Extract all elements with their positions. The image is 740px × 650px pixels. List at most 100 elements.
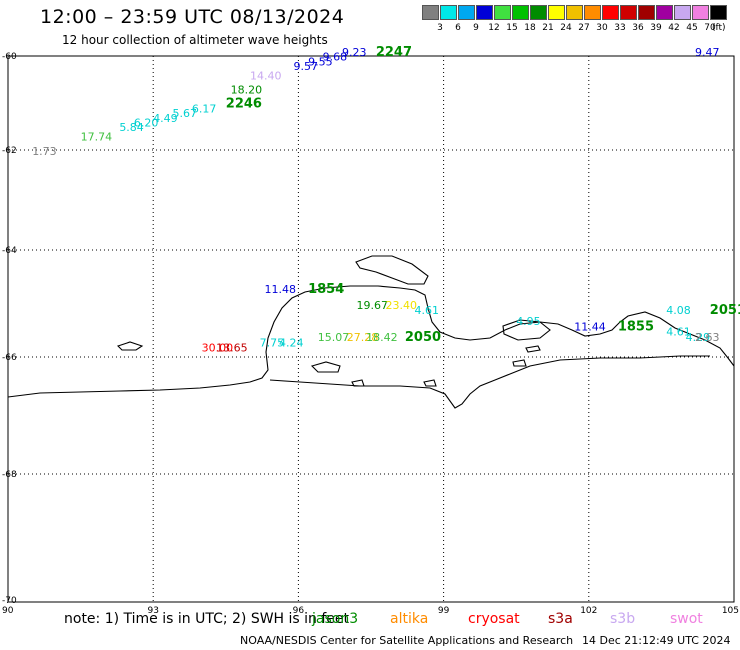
satellite-name-cryosat: cryosat xyxy=(468,611,520,627)
wave-height-value: 5.84 xyxy=(119,121,144,134)
wave-height-value: 4.61 xyxy=(666,326,691,339)
color-scale-label: 21 xyxy=(542,23,554,33)
map-title: 12:00 – 23:59 UTC 08/13/2024 xyxy=(40,6,345,28)
wave-height-value: 9.57 xyxy=(294,60,319,73)
x-tick-label: 102 xyxy=(580,606,597,616)
coastline-shelf xyxy=(269,355,710,409)
satellite-name-altika: altika xyxy=(390,611,429,627)
wave-height-value: 4.08 xyxy=(666,304,691,317)
wave-height-value: 7.75 xyxy=(260,336,285,349)
wave-height-value: 4.24 xyxy=(279,336,304,349)
wave-height-value: 18.20 xyxy=(231,84,263,97)
color-scale-label: 36 xyxy=(632,23,644,33)
antarctic-coastline xyxy=(7,255,735,409)
credit-line: NOAA/NESDIS Center for Satellite Applica… xyxy=(240,634,574,647)
wave-height-value: 9.47 xyxy=(695,46,720,59)
color-scale-label: 33 xyxy=(614,23,626,33)
color-swatch xyxy=(566,5,583,20)
wave-height-value: 27.28 xyxy=(347,331,379,344)
map-subtitle: 12 hour collection of altimeter wave hei… xyxy=(62,33,328,47)
wave-height-value: 1.73 xyxy=(32,145,57,158)
island-4 xyxy=(502,319,551,341)
wave-height-value: 4.61 xyxy=(415,304,440,317)
island-6 xyxy=(512,359,527,367)
y-tick-label: -68 xyxy=(2,470,17,480)
satellite-name-jason3: jason3 xyxy=(312,611,359,627)
wave-height-value: 13.65 xyxy=(216,342,248,355)
satellite-name-s3b: s3b xyxy=(610,611,636,627)
color-swatch xyxy=(458,5,475,20)
y-axis-tick-labels: -60 -62 -64 -66 -68 -70 xyxy=(2,52,17,606)
y-tick-label: -64 xyxy=(2,246,17,256)
pass-time-labels: 2247 2246 1854 2050 1855 2051 xyxy=(226,45,740,345)
color-scale-unit: (ft) xyxy=(712,23,726,33)
wave-height-value: 19.67 xyxy=(356,299,388,312)
wave-height-value: 30.00 xyxy=(202,342,234,355)
color-scale-label: 6 xyxy=(455,23,461,33)
wave-height-value: 11.48 xyxy=(265,283,297,296)
color-swatch xyxy=(530,5,547,20)
color-scale-label: 27 xyxy=(578,23,590,33)
color-scale-label: 45 xyxy=(686,23,698,33)
wave-height-value: 11.44 xyxy=(574,320,606,333)
color-scale-label: 12 xyxy=(488,23,500,33)
wave-height-value: 14.40 xyxy=(250,70,282,83)
satellite-name-swot: swot xyxy=(670,611,703,627)
pass-time-label: 1855 xyxy=(618,319,654,334)
color-swatch xyxy=(656,5,673,20)
color-scale-label: 30 xyxy=(596,23,608,33)
x-axis-tick-labels: 90 93 96 99 102 105 xyxy=(2,606,739,616)
pass-time-label: 2051 xyxy=(710,303,740,318)
wave-height-value: 9.23 xyxy=(342,46,367,59)
coastline-main xyxy=(7,285,735,398)
island-2 xyxy=(116,341,144,351)
y-tick-label: -66 xyxy=(2,353,17,363)
pass-time-label: 2246 xyxy=(226,97,262,112)
color-swatch xyxy=(710,5,727,20)
wave-height-value: 15.07 xyxy=(318,331,350,344)
color-swatch xyxy=(602,5,619,20)
satellite-name-s3a: s3a xyxy=(548,611,573,627)
color-scale-label: 18 xyxy=(524,23,536,33)
wave-height-value: 5.67 xyxy=(173,107,198,120)
wave-height-value: 9.55 xyxy=(308,55,333,68)
color-scale-label: 9 xyxy=(473,23,479,33)
x-tick-label: 96 xyxy=(293,606,305,616)
wave-height-value: 2.63 xyxy=(695,331,720,344)
color-swatch xyxy=(674,5,691,20)
color-scale-label: 70 xyxy=(704,23,716,33)
x-tick-label: 105 xyxy=(722,606,739,616)
wave-height-value: 23.40 xyxy=(386,299,418,312)
wave-height-value: 18.42 xyxy=(366,331,398,344)
color-swatch xyxy=(548,5,565,20)
wave-height-value: 9.68 xyxy=(323,51,348,64)
footer-note: note: 1) Time is in UTC; 2) SWH is in fe… xyxy=(64,611,350,627)
wave-height-value: 4.29 xyxy=(686,331,711,344)
wave-height-value: 4.49 xyxy=(153,112,178,125)
color-scale-label: 24 xyxy=(560,23,572,33)
color-swatch xyxy=(512,5,529,20)
map-gridlines xyxy=(8,56,734,602)
generated-timestamp: 14 Dec 21:12:49 UTC 2024 xyxy=(582,634,731,647)
y-tick-label: -62 xyxy=(2,146,17,156)
y-tick-label: -70 xyxy=(2,596,17,606)
color-swatch xyxy=(440,5,457,20)
color-scale-label: 3 xyxy=(437,23,443,33)
color-swatch xyxy=(422,5,439,20)
y-tick-label: -60 xyxy=(2,52,17,62)
color-swatch xyxy=(476,5,493,20)
color-scale-label: 39 xyxy=(650,23,662,33)
x-tick-label: 99 xyxy=(438,606,450,616)
x-tick-label: 90 xyxy=(2,606,14,616)
island-3 xyxy=(310,361,341,373)
pass-time-label: 1854 xyxy=(308,282,344,297)
color-scale-label: 42 xyxy=(668,23,680,33)
pass-time-label: 2247 xyxy=(376,45,412,60)
island-8 xyxy=(423,379,437,387)
island-1 xyxy=(355,255,429,285)
wave-height-value: 17.74 xyxy=(81,131,113,144)
color-swatch xyxy=(584,5,601,20)
map-frame xyxy=(7,55,735,603)
color-scale-label: 15 xyxy=(506,23,518,33)
